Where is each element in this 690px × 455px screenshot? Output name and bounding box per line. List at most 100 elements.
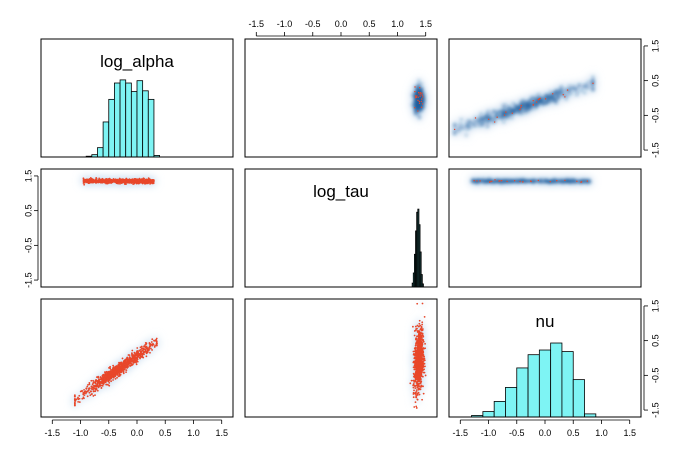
panel-title-nu: nu [536,312,555,331]
sample-point [116,365,119,368]
y-tick-label: -0.5 [650,368,660,384]
x-tick-label: -1.5 [249,19,265,29]
sample-point [532,104,534,106]
sample-point [422,358,424,361]
sample-point [500,180,503,182]
sample-point [419,324,422,327]
sample-point [138,349,141,352]
sample-point [154,339,157,342]
sample-point [105,375,108,378]
sample-point [128,180,130,183]
sample-point [419,87,421,89]
sample-point [136,360,138,362]
sample-point [420,352,423,355]
x-axis-col-2-bottom: -1.5 -1.0 -0.5 0.0 0.5 1.0 1.5 [453,419,636,438]
sample-point [90,379,93,382]
sample-point [120,366,123,368]
x-tick-label: -1.5 [453,428,469,438]
sample-point [100,179,103,182]
sample-point [418,102,421,105]
sample-point [82,177,85,180]
sample-point [416,392,419,395]
sample-point [128,179,131,181]
sample-point [519,180,521,183]
sample-point [489,181,491,183]
panel-frame [448,38,642,158]
sample-point [118,368,121,370]
sample-point [147,177,150,180]
sample-point [421,302,424,305]
sample-point [108,367,110,369]
sample-point [416,327,418,330]
sample-point [92,395,95,397]
sample-point [148,342,151,344]
sample-point [424,374,427,377]
sample-point [417,96,419,98]
sample-point [137,181,140,184]
sample-point [118,372,121,375]
sample-point [413,366,416,369]
sample-point [413,406,416,408]
sample-point [131,349,134,352]
sample-point [453,128,456,131]
sample-point [417,368,420,371]
sample-point [424,365,426,368]
sample-point [414,325,417,328]
sample-point [109,365,111,368]
sample-point [83,388,85,391]
sample-point [151,349,153,351]
sample-point [416,356,419,359]
sample-point [580,181,582,183]
scatter-nu-vs-log_tau [409,300,429,409]
sample-point [413,334,416,337]
sample-point [412,379,415,382]
sample-point [417,363,419,366]
sample-point [94,390,97,393]
sample-point [417,370,420,373]
sample-point [145,355,148,358]
sample-point [122,360,125,363]
sample-point [415,405,418,408]
sample-point [419,350,422,353]
sample-point [417,110,419,112]
x-tick-label: 0.5 [567,428,580,438]
sample-point [101,380,104,383]
sample-point [114,366,117,369]
x-tick-label: 1.5 [623,428,636,438]
sample-point [414,387,417,390]
x-tick-label: 1.0 [187,428,200,438]
sample-point [85,387,88,390]
sample-point [133,357,136,360]
sample-point [421,321,424,324]
sample-point [538,98,541,100]
sample-point [417,99,419,102]
sample-point [412,386,415,389]
sample-point [78,394,81,397]
panel-title-log_tau: log_tau [313,182,369,201]
sample-point [552,93,554,95]
sample-point [117,182,120,185]
sample-point [110,376,112,379]
sample-point [83,183,86,186]
sample-point [147,178,150,181]
sample-point [143,182,145,184]
histogram-bar [102,121,110,157]
scatter-log_tau-vs-log_alpha [80,174,157,188]
panel-frame [244,38,438,158]
sample-point [479,180,481,182]
sample-point [511,112,513,114]
sample-point [85,181,88,184]
sample-point [415,329,417,332]
sample-point [421,94,423,97]
sample-point [101,376,104,378]
sample-point [422,335,425,338]
sample-point [419,334,422,337]
sample-point [412,396,415,399]
sample-point [77,400,80,403]
sample-point [488,118,490,121]
sample-point [418,322,421,325]
histogram-bar [550,342,563,417]
sample-point [100,387,103,389]
sample-point [126,357,128,359]
sample-point [421,341,424,344]
